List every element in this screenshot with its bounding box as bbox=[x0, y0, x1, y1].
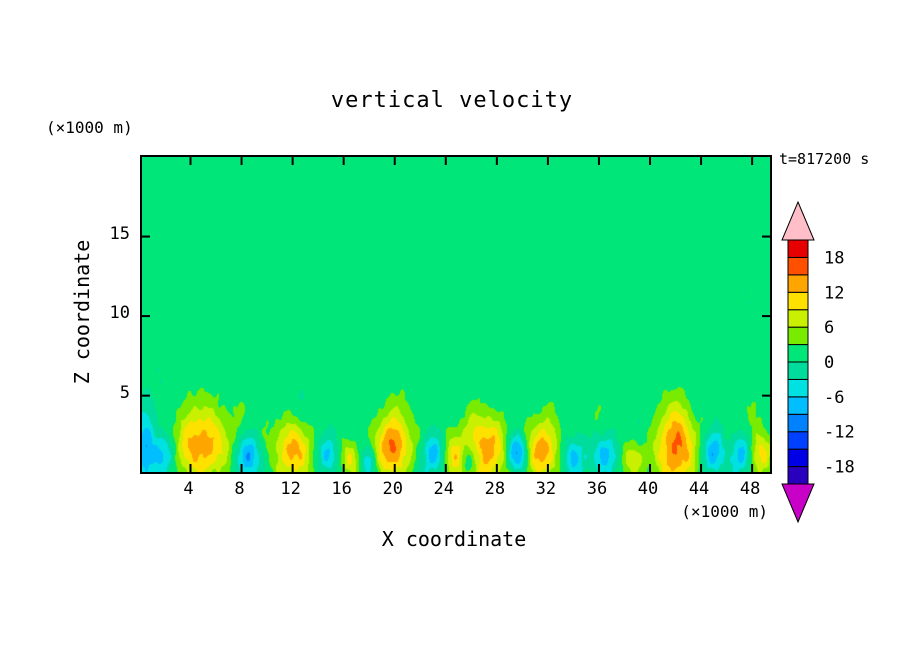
contour-field-canvas bbox=[142, 157, 770, 472]
x-tick-label: 36 bbox=[586, 479, 608, 499]
colorbar-band bbox=[787, 378, 809, 398]
colorbar-band bbox=[787, 431, 809, 450]
colorbar-label: -12 bbox=[824, 423, 855, 443]
colorbar-arrow-up bbox=[781, 200, 815, 241]
colorbar-band bbox=[787, 466, 809, 485]
x-tick-label: 40 bbox=[637, 479, 659, 499]
x-tick-label: 20 bbox=[382, 479, 403, 499]
x-tick-label: 12 bbox=[280, 479, 301, 499]
axis-tick-marks bbox=[142, 157, 770, 472]
x-tick-label: 28 bbox=[484, 479, 506, 499]
x-tick-label: 48 bbox=[739, 479, 761, 499]
time-annotation: t=817200 s bbox=[779, 150, 870, 168]
x-tick-label: 4 bbox=[183, 479, 194, 499]
colorbar-band bbox=[787, 291, 809, 311]
colorbar-band bbox=[787, 326, 809, 346]
colorbar-band bbox=[787, 274, 809, 293]
colorbar-band bbox=[787, 239, 809, 258]
colorbar-band bbox=[787, 309, 809, 328]
colorbar-band bbox=[787, 448, 809, 468]
colorbar-band bbox=[787, 396, 809, 415]
colorbar-label: -6 bbox=[824, 388, 844, 408]
y-tick-label: 5 bbox=[119, 382, 130, 403]
colorbar-band bbox=[787, 361, 809, 380]
x-tick-label: 44 bbox=[688, 479, 710, 499]
y-tick-label: 15 bbox=[109, 223, 130, 244]
x-tick-label: 16 bbox=[331, 479, 352, 499]
chart-title: vertical velocity bbox=[330, 88, 574, 113]
colorbar-band bbox=[787, 344, 809, 363]
colorbar-label: 6 bbox=[824, 318, 834, 338]
colorbar-band bbox=[787, 256, 809, 276]
colorbar-arrow-down bbox=[781, 483, 815, 524]
colorbar-label: 18 bbox=[824, 248, 844, 268]
x-tick-label: 8 bbox=[234, 479, 245, 499]
colorbar-label: -18 bbox=[824, 458, 855, 478]
y-axis-unit-label: (×1000 m) bbox=[46, 118, 133, 137]
x-axis-unit-label: (×1000 m) bbox=[681, 502, 768, 521]
y-tick-label: 10 bbox=[109, 303, 130, 324]
x-tick-label: 24 bbox=[433, 479, 455, 499]
colorbar-label: 0 bbox=[824, 353, 834, 373]
x-axis-label: X coordinate bbox=[381, 527, 527, 551]
colorbar: 18 12 6 0 -6 -12 -18 bbox=[781, 200, 855, 524]
x-tick-label: 32 bbox=[535, 479, 557, 499]
colorbar-label: 12 bbox=[824, 283, 844, 303]
colorbar-band bbox=[787, 413, 809, 433]
plot-area bbox=[140, 155, 772, 474]
